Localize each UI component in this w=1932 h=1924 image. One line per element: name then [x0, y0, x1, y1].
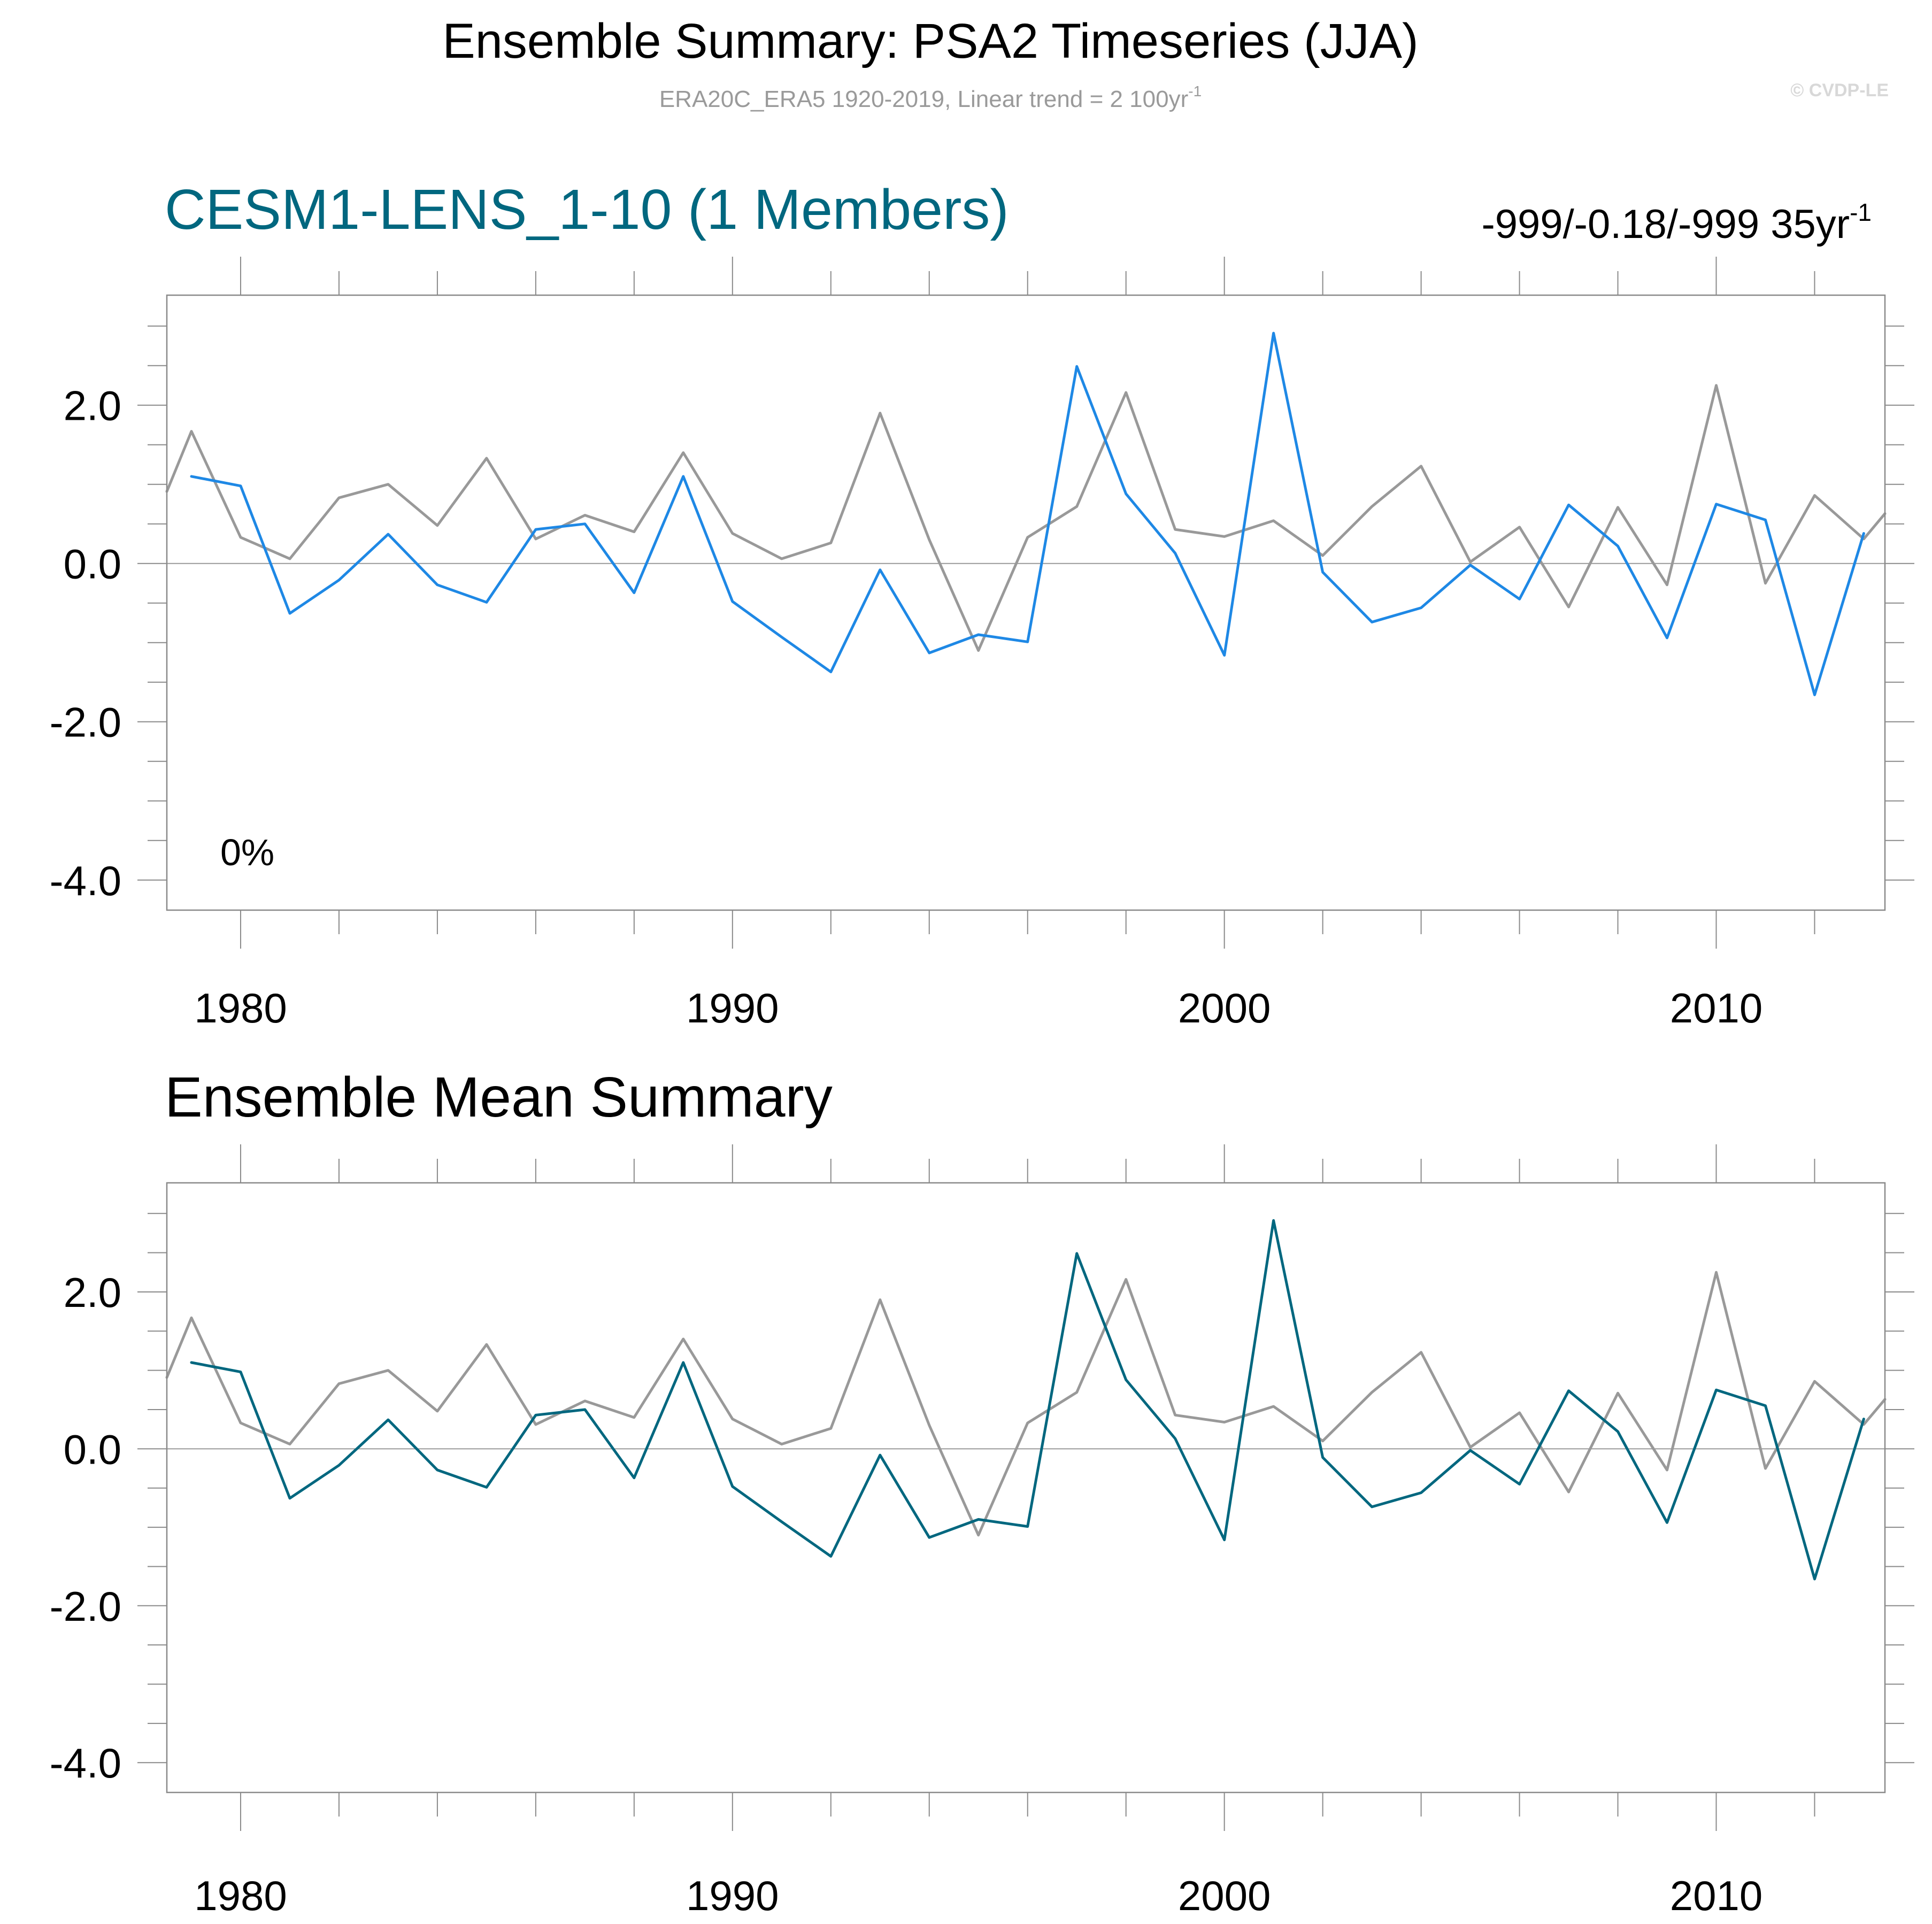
plot-frame — [166, 294, 1886, 911]
panel-ensemble-mean: Ensemble Mean Summary -4.0 -2.0 0.0 2.0 1980… — [50, 1066, 1914, 1919]
x-tick-label: 2010 — [1670, 984, 1763, 1032]
subtitle-text: ERA20C_ERA5 1920-2019, Linear trend = 2 … — [659, 86, 1188, 112]
figure-subtitle: ERA20C_ERA5 1920-2019, Linear trend = 2 … — [659, 83, 1202, 112]
x-tick-label: 1980 — [194, 1872, 287, 1919]
y-tick-label: -2.0 — [50, 699, 121, 746]
x-tick-label: 2000 — [1178, 984, 1271, 1032]
y-tick-label: 0.0 — [64, 541, 121, 588]
y-tick-label: -4.0 — [50, 857, 121, 904]
model-series-line — [190, 332, 1865, 696]
x-tick-label: 1980 — [194, 984, 287, 1032]
y-tick-label: 2.0 — [64, 1269, 121, 1316]
panel-title: Ensemble Mean Summary — [165, 1066, 833, 1129]
plot-frame — [166, 1182, 1886, 1794]
x-tick-label: 2000 — [1178, 1872, 1271, 1919]
figure-title: Ensemble Summary: PSA2 Timeseries (JJA) — [442, 14, 1418, 68]
trend-text: -999/-0.18/-999 35yr — [1481, 202, 1850, 247]
observation-series-line — [165, 1271, 1887, 1537]
trend-superscript: -1 — [1850, 198, 1872, 226]
x-tick-label: 1990 — [686, 984, 779, 1032]
x-tick-label: 1990 — [686, 1872, 779, 1919]
y-tick-label: 0.0 — [64, 1426, 121, 1473]
panel-member-timeseries: CESM1-LENS_1-10 (1 Members) -999/-0.18/-… — [50, 178, 1914, 1032]
copyright-label: © CVDP-LE — [1790, 80, 1889, 101]
model-series-line — [190, 1219, 1865, 1581]
y-tick-label: -4.0 — [50, 1740, 121, 1787]
y-tick-label: -2.0 — [50, 1583, 121, 1630]
y-tick-label: 2.0 — [64, 382, 121, 429]
x-tick-label: 2010 — [1670, 1872, 1763, 1919]
trend-label: -999/-0.18/-999 35yr-1 — [1481, 198, 1872, 247]
percent-annotation: 0% — [220, 832, 274, 873]
observation-series-line — [165, 384, 1887, 652]
panel-title: CESM1-LENS_1-10 (1 Members) — [165, 178, 1009, 241]
subtitle-superscript: -1 — [1188, 83, 1202, 99]
